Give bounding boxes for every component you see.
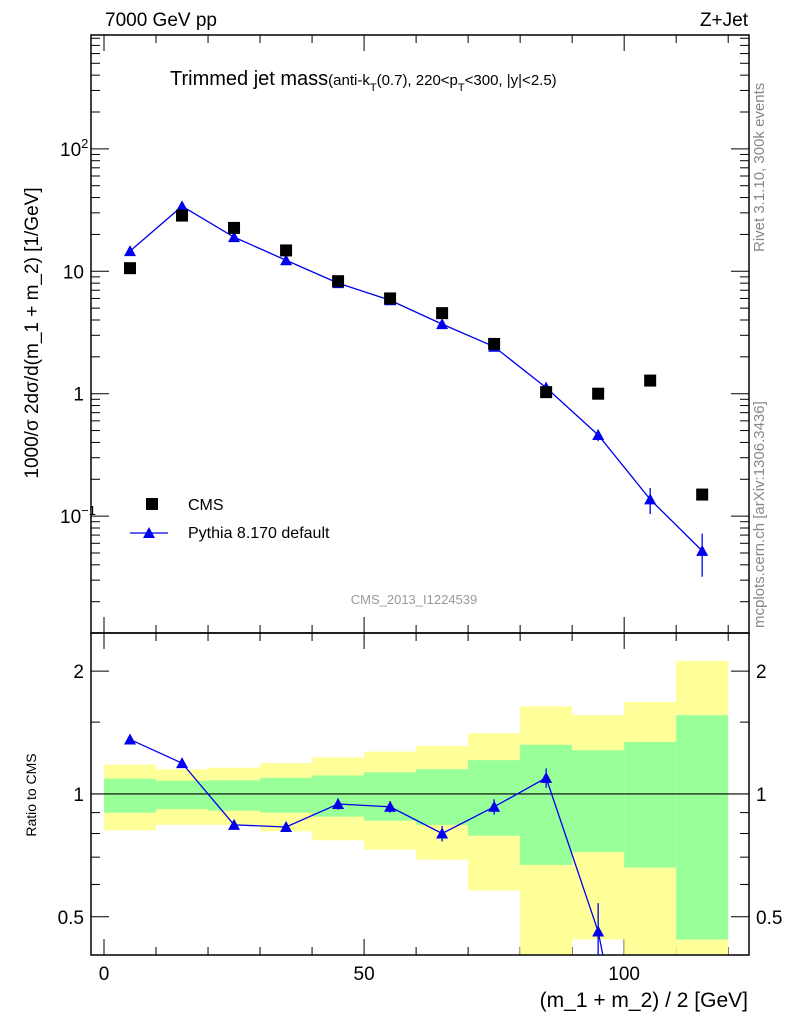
- ratio-point: [436, 827, 449, 839]
- band-inner-bin: [416, 769, 469, 825]
- ratio-point: [124, 733, 137, 745]
- band-inner-bin: [364, 772, 417, 821]
- band-inner-bin: [624, 742, 677, 868]
- pythia-point: [228, 231, 241, 243]
- title-sub-2: T: [370, 82, 377, 94]
- band-inner-bin: [312, 775, 365, 817]
- ratio-point: [228, 818, 241, 830]
- pythia-point: [696, 544, 709, 556]
- cms-point: [124, 262, 137, 275]
- ratio-y-tick-label: 2: [73, 662, 84, 683]
- legend-cms-marker: [146, 498, 158, 510]
- ratio-point: [280, 820, 293, 832]
- ratio-panel: 0 50 100 2 2 1 1 0.5 0.5: [58, 632, 782, 985]
- ratio-y-tick-label-right: 1: [756, 785, 767, 806]
- pythia-point: [124, 245, 137, 257]
- cms-point: [540, 386, 553, 399]
- y-tick-label: 1: [73, 385, 84, 406]
- analysis-id: CMS_2013_I1224539: [351, 592, 478, 607]
- title-sub-1: (anti-k: [328, 72, 370, 89]
- x-tick-label: 100: [608, 964, 640, 985]
- y-axis-label: 1000/σ 2dσ/d(m_1 + m_2) [1/GeV]: [22, 187, 43, 478]
- cms-point: [280, 244, 293, 257]
- band-inner-bin: [572, 750, 625, 853]
- cms-point: [176, 209, 189, 222]
- band-inner-bin: [520, 744, 573, 865]
- title-sub-3: (0.7), 220<p: [377, 72, 458, 89]
- cms-point: [592, 387, 605, 400]
- y-tick-label: 10: [63, 262, 84, 283]
- x-tick-label: 50: [354, 964, 375, 985]
- pythia-point: [436, 318, 449, 330]
- title-sub-4: T: [458, 82, 465, 94]
- band-inner-bin: [208, 780, 261, 811]
- legend-cms-label: CMS: [188, 497, 224, 514]
- ratio-series: [124, 733, 605, 956]
- band-inner-bin: [260, 777, 313, 813]
- cms-point: [332, 275, 345, 288]
- band-inner-bin: [676, 715, 729, 940]
- pythia-line: [129, 205, 703, 552]
- process-label: Z+Jet: [700, 10, 749, 31]
- cms-point: [384, 292, 397, 305]
- ratio-y-tick-label-right: 2: [756, 662, 767, 683]
- band-inner-bin: [156, 780, 209, 810]
- title-main: Trimmed jet mass: [170, 68, 328, 90]
- cms-point: [644, 374, 657, 387]
- cms-point: [488, 337, 501, 350]
- pythia-point: [176, 200, 189, 212]
- cms-point: [696, 488, 709, 501]
- ratio-y-axis-label: Ratio to CMS: [23, 753, 39, 836]
- ratio-point: [384, 800, 397, 812]
- title-sub-5: <300, |y|<2.5): [465, 72, 557, 89]
- legend-pythia-label: Pythia 8.170 default: [188, 525, 330, 542]
- ratio-y-tick-label: 0.5: [58, 908, 84, 929]
- ratio-point: [488, 800, 501, 812]
- legend-pythia-marker: [143, 527, 155, 538]
- ratio-point: [332, 797, 345, 809]
- y-tick-label: 10−1: [60, 503, 96, 528]
- mcplots-label: mcplots.cern.ch [arXiv:1306.3436]: [751, 401, 768, 628]
- ratio-point: [540, 771, 553, 783]
- cms-point: [436, 307, 449, 320]
- ratio-point: [176, 757, 189, 769]
- legend: CMS Pythia 8.170 default: [130, 497, 330, 542]
- main-frame: [90, 34, 750, 634]
- y-tick-label: 102: [60, 136, 88, 161]
- ratio-point: [592, 925, 605, 937]
- x-tick-label: 0: [99, 964, 110, 985]
- pythia-point: [280, 254, 293, 266]
- rivet-version-label: Rivet 3.1.10, 300k events: [751, 83, 768, 252]
- ratio-y-tick-label-right: 0.5: [756, 908, 782, 929]
- plot-title: Trimmed jet mass(anti-kT(0.7), 220<pT<30…: [170, 68, 557, 94]
- ratio-y-tick-label: 1: [73, 785, 84, 806]
- pythia-point: [644, 493, 657, 505]
- energy-label: 7000 GeV pp: [105, 10, 217, 31]
- band-inner-bin: [104, 778, 157, 813]
- pythia-point: [592, 428, 605, 440]
- band-inner-bin: [468, 760, 521, 836]
- x-axis-label: (m_1 + m_2) / 2 [GeV]: [540, 989, 748, 1012]
- cms-point: [228, 221, 241, 234]
